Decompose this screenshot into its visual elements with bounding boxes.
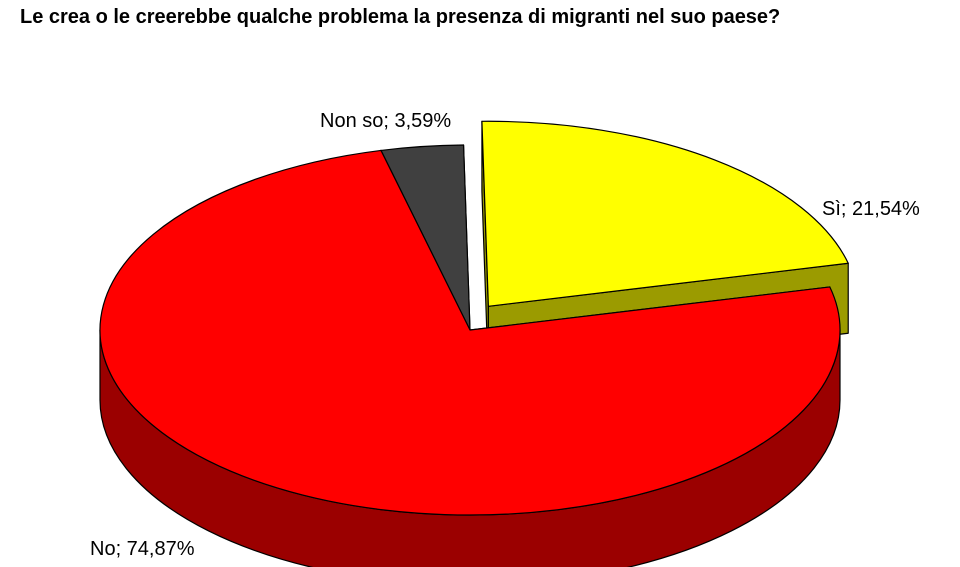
label-nonso: Non so; 3,59% xyxy=(320,110,451,133)
label-no: No; 74,87% xyxy=(90,538,195,561)
pie-chart xyxy=(0,0,960,567)
label-si: Sì; 21,54% xyxy=(822,198,920,221)
